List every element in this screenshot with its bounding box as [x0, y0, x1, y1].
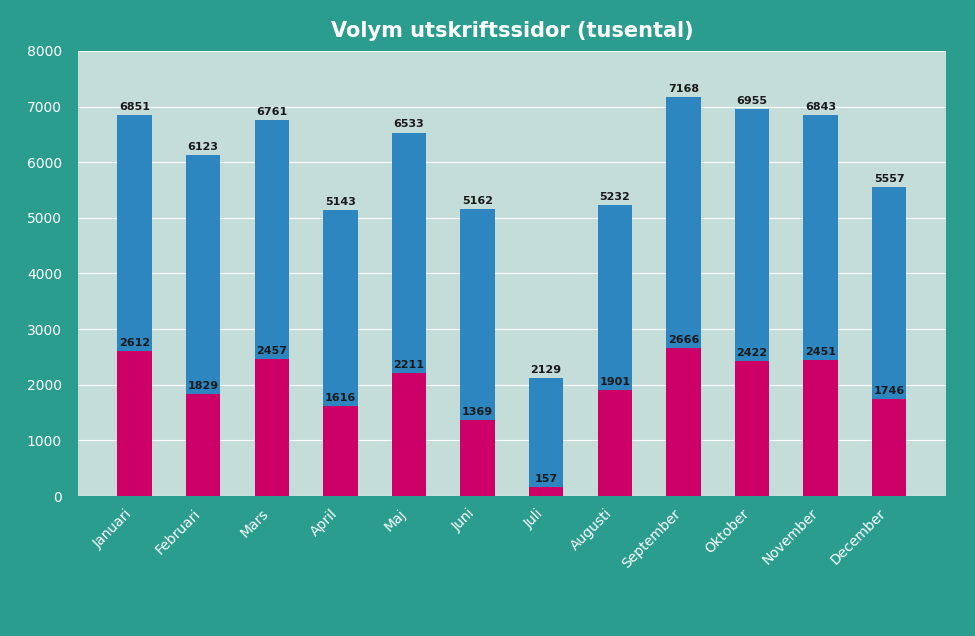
Bar	[529, 487, 564, 496]
Text: 2451: 2451	[805, 347, 836, 357]
Text: 6843: 6843	[805, 102, 837, 112]
Bar	[460, 209, 494, 496]
Bar	[803, 115, 838, 496]
Bar	[254, 120, 289, 496]
Text: 1746: 1746	[874, 386, 905, 396]
Bar	[803, 360, 838, 496]
Text: 2666: 2666	[668, 335, 699, 345]
Bar	[598, 205, 632, 496]
Text: 6123: 6123	[188, 142, 218, 152]
Bar	[735, 361, 769, 496]
Text: 5162: 5162	[462, 196, 493, 206]
Bar	[117, 350, 152, 496]
Text: 5143: 5143	[325, 197, 356, 207]
Bar	[117, 115, 152, 496]
Text: 5232: 5232	[600, 192, 630, 202]
Text: 6533: 6533	[394, 120, 424, 130]
Bar	[666, 97, 700, 496]
Text: 2612: 2612	[119, 338, 150, 348]
Bar	[460, 420, 494, 496]
Bar	[186, 394, 220, 496]
Bar	[392, 373, 426, 496]
Bar	[254, 359, 289, 496]
Text: 157: 157	[534, 474, 558, 484]
Text: 2457: 2457	[256, 346, 288, 356]
Text: 2129: 2129	[530, 364, 562, 375]
Bar	[735, 109, 769, 496]
Bar	[324, 406, 358, 496]
Bar	[392, 132, 426, 496]
Bar	[529, 378, 564, 496]
Title: Volym utskriftssidor (tusental): Volym utskriftssidor (tusental)	[331, 21, 693, 41]
Text: 2211: 2211	[394, 360, 424, 370]
Bar	[598, 391, 632, 496]
Text: 6851: 6851	[119, 102, 150, 112]
Text: 5557: 5557	[874, 174, 905, 184]
Text: 1829: 1829	[187, 381, 218, 391]
Text: 1901: 1901	[600, 377, 630, 387]
Text: 6955: 6955	[736, 96, 767, 106]
Bar	[186, 155, 220, 496]
Bar	[872, 399, 907, 496]
Text: 2422: 2422	[736, 349, 767, 358]
Bar	[872, 187, 907, 496]
Bar	[324, 210, 358, 496]
Text: 6761: 6761	[256, 107, 288, 117]
Text: 7168: 7168	[668, 84, 699, 94]
Text: 1369: 1369	[462, 407, 493, 417]
Bar	[666, 348, 700, 496]
Text: 1616: 1616	[325, 393, 356, 403]
